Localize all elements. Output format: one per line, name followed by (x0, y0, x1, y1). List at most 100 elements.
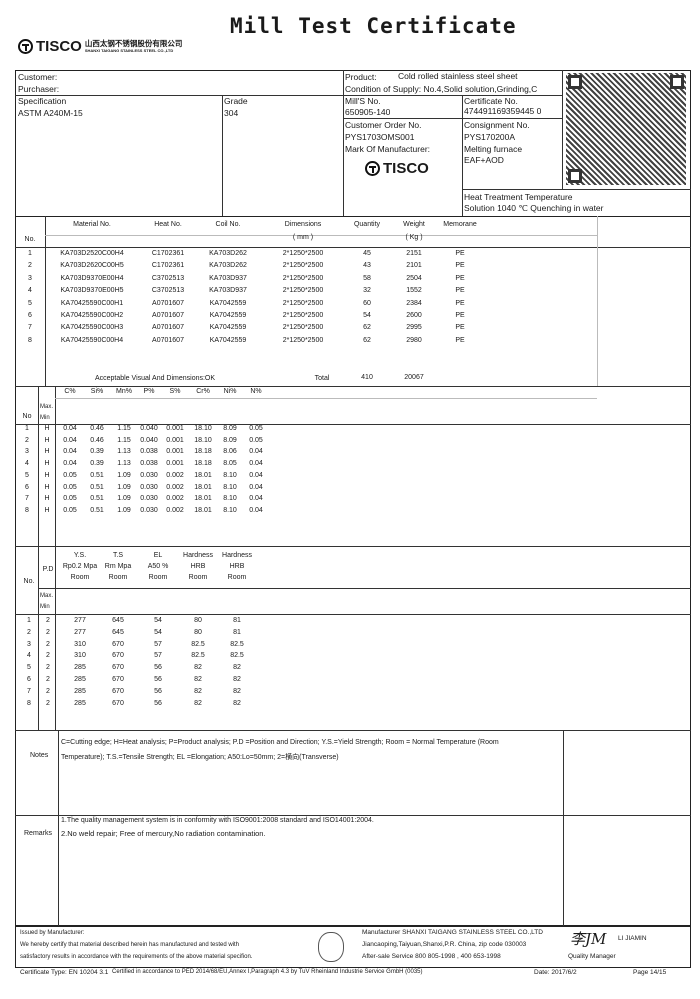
chem-cell: 0.040 (140, 436, 158, 444)
item-cell: KA703D262 (209, 262, 247, 270)
mech-cell: 2 (46, 640, 50, 648)
chem-cell: 7 (25, 495, 29, 503)
chem-cell: 0.04 (249, 448, 263, 456)
item-cell: PE (455, 287, 465, 295)
mech-cell: 82 (233, 664, 241, 672)
item-cell: A0701607 (152, 324, 184, 332)
mech-cell: 2 (46, 664, 50, 672)
consign-label: Consignment No. (464, 120, 530, 130)
mech-cell: 277 (74, 628, 86, 636)
mech-cell: 4 (27, 652, 31, 660)
item-cell: 45 (363, 250, 371, 257)
chem-cell: 0.030 (140, 506, 158, 514)
item-cell: KA703D2520C00H4 (60, 250, 124, 257)
item-cell: 5 (28, 299, 32, 307)
chem-cell: 18.18 (194, 448, 212, 456)
chem-cell: 1 (25, 425, 29, 432)
chem-cell: 0.04 (63, 460, 77, 468)
item-cell: 2*1250*2500 (282, 287, 324, 295)
chem-header: C% (64, 388, 76, 395)
chem-cell: H (44, 448, 50, 456)
brand-name: TISCO (36, 38, 82, 55)
mech-header: Hardness (222, 552, 252, 559)
chem-cell: 0.05 (63, 495, 77, 503)
chem-cell: 0.05 (249, 436, 263, 444)
mark-label: Mark Of Manufacturer: (345, 144, 431, 154)
chem-header: Ni% (223, 388, 237, 395)
condition-value: Condition of Supply: No.4,Solid solution… (345, 84, 538, 94)
footer-box (15, 926, 691, 968)
item-cell: 2*1250*2500 (282, 299, 324, 307)
mech-cell: 7 (27, 687, 31, 695)
mech-cell: 310 (74, 652, 86, 660)
certify-text: satisfactory results in accordance with … (20, 954, 253, 960)
cert-type: Certificate Type: EN 10204 3.1 (20, 969, 109, 976)
item-cell: 62 (363, 336, 371, 344)
item-cell: 2995 (406, 324, 422, 332)
issued-label: Issued by Manufacturer: (20, 930, 85, 936)
item-cell: 54 (363, 312, 371, 319)
col-header-coil: Coil No. (215, 221, 241, 228)
col-header-no: No. (24, 236, 36, 243)
item-cell: 2*1250*2500 (282, 274, 324, 282)
item-cell: 60 (363, 299, 371, 307)
chem-cell: H (44, 436, 50, 444)
col-header-memo: Memorane (443, 221, 477, 228)
item-cell: 7 (28, 324, 32, 332)
chem-cell: H (44, 483, 50, 491)
mech-cell: 56 (154, 699, 162, 707)
item-cell: KA7042559 (209, 299, 247, 307)
chem-cell: 0.05 (249, 425, 263, 432)
col-header-weight: Weight (403, 221, 425, 228)
furnace-value: EAF+AOD (464, 155, 504, 165)
mech-cell: 2 (46, 628, 50, 636)
service-text: After-sale Service 800 805-1998 , 400 65… (362, 953, 501, 960)
item-cell: 1552 (406, 287, 422, 295)
col-header-weight-unit: ( Kg ) (405, 234, 423, 241)
chem-cell: 1.15 (117, 425, 131, 432)
item-cell: 2*1250*2500 (282, 324, 324, 332)
item-cell: 32 (363, 287, 371, 295)
chem-cell: 5 (25, 471, 29, 479)
mech-cell: 285 (74, 664, 86, 672)
item-cell: 2101 (406, 262, 422, 270)
order-label: Customer Order No. (345, 120, 422, 130)
item-cell: 2600 (406, 312, 422, 319)
item-cell: KA70425590C00H4 (60, 336, 124, 344)
mech-cell: 2 (46, 699, 50, 707)
chem-cell: 0.001 (166, 425, 184, 432)
notes-label: Notes (30, 752, 49, 759)
item-cell: KA70425590C00H2 (60, 312, 124, 319)
item-cell: KA703D9370E00H4 (60, 274, 124, 282)
chem-cell: 1.09 (117, 471, 131, 479)
mech-cell: 1 (27, 617, 31, 624)
chem-cell: 4 (25, 460, 29, 468)
item-cell: 6 (28, 312, 32, 319)
mech-cell: 54 (154, 617, 162, 624)
mech-cell: 82 (194, 687, 202, 695)
col-header-heat: Heat No. (154, 221, 182, 228)
item-cell: KA7042559 (209, 312, 247, 319)
item-cell: 8 (28, 336, 32, 344)
mech-cell: 80 (194, 617, 202, 624)
chem-cell: 18.01 (194, 471, 212, 479)
chem-cell: 0.04 (249, 483, 263, 491)
item-cell: 58 (363, 274, 371, 282)
mech-cell: 82 (194, 664, 202, 672)
qr-code (566, 73, 686, 185)
chem-cell: 8.05 (223, 460, 237, 468)
remarks-line: 1.The quality management system is in co… (61, 817, 374, 824)
chem-header: Si% (90, 388, 104, 395)
mech-cell: 81 (233, 617, 241, 624)
mech-header: Rm Mpa (104, 563, 132, 570)
item-cell: KA70425590C00H3 (60, 324, 124, 332)
item-cell: C3702513 (151, 274, 185, 282)
total-label: Total (314, 375, 330, 382)
chem-cell: 0.04 (63, 436, 77, 444)
chem-cell: 0.030 (140, 495, 158, 503)
item-cell: KA70425590C00H1 (60, 299, 124, 307)
item-cell: 4 (28, 287, 32, 295)
quality-seal-icon (318, 932, 344, 962)
mech-cell: 82 (233, 687, 241, 695)
chem-cell: 0.002 (166, 495, 184, 503)
